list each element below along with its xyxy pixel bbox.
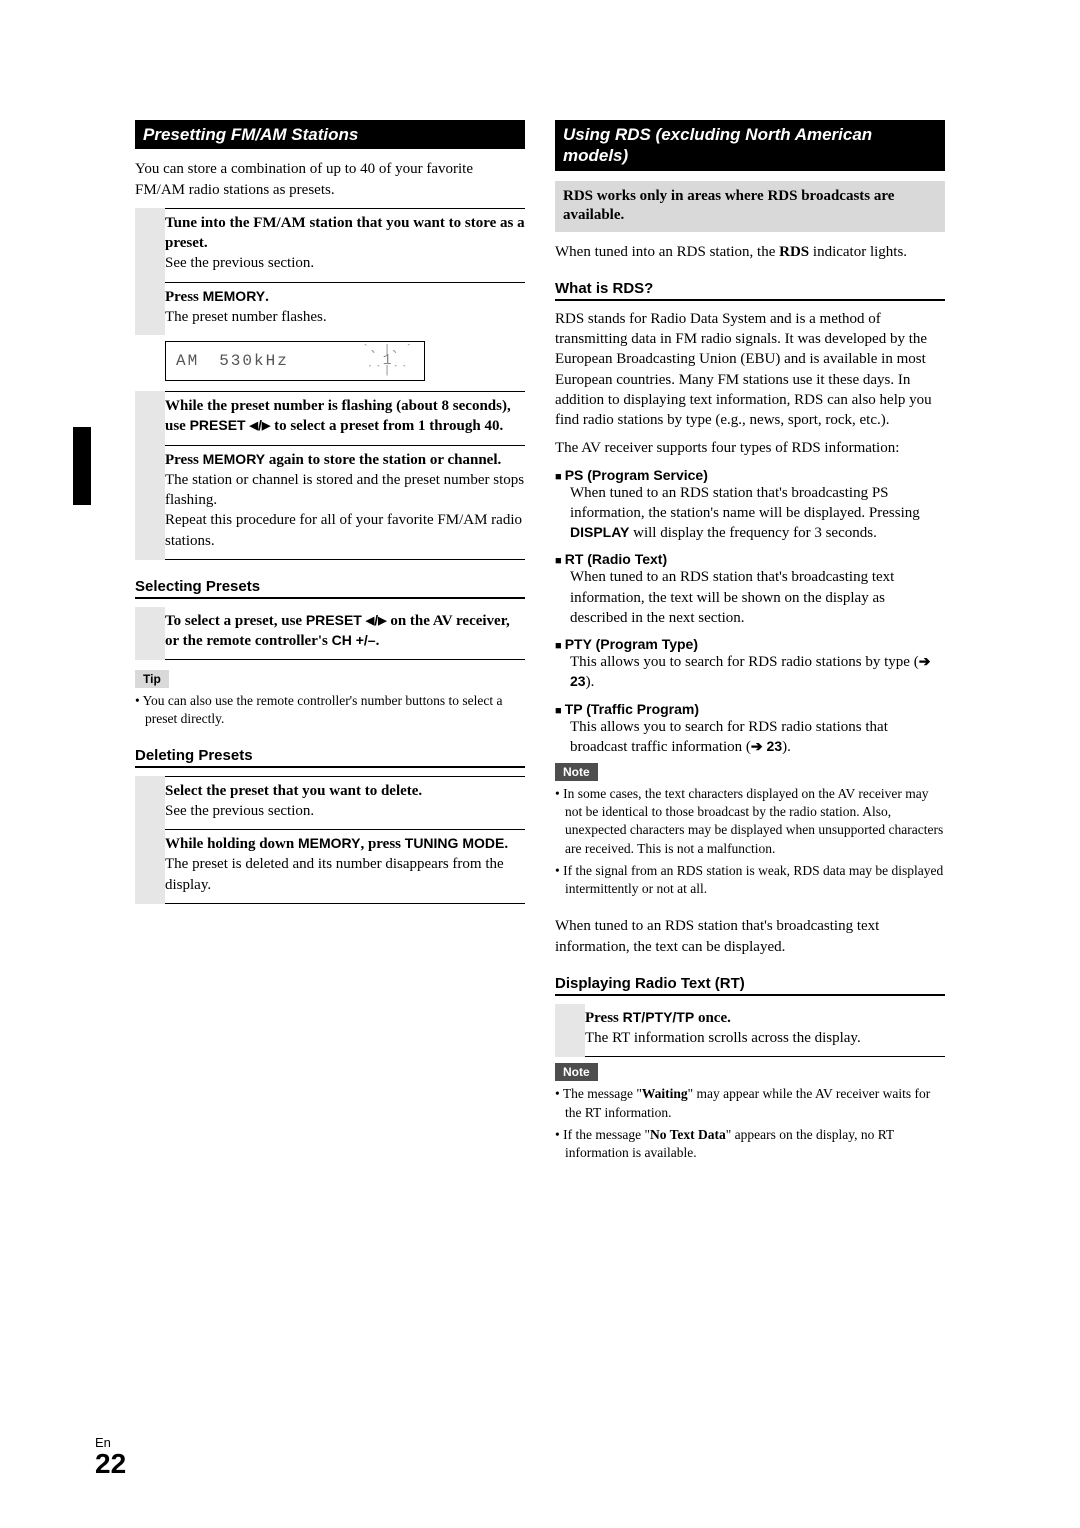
disp-step-bold: Press RT/PTY/TP once. [585, 1008, 945, 1028]
step1-plain: See the previous section. [165, 253, 525, 273]
ps-head: PS (Program Service) [555, 467, 945, 483]
subhead-deleting: Deleting Presets [135, 747, 525, 768]
right-column: Using RDS (excluding North American mode… [555, 120, 945, 1166]
disp-note2: If the message "No Text Data" appears on… [555, 1126, 945, 1162]
arrow-icon: ➔ [919, 653, 931, 669]
del2-bold: While holding down MEMORY, press TUNING … [165, 834, 525, 854]
step2-plain: The preset number flashes. [165, 307, 525, 327]
delete-steps: Select the preset that you want to delet… [135, 776, 525, 904]
subhead-what-is-rds: What is RDS? [555, 280, 945, 301]
pty-body: This allows you to search for RDS radio … [570, 652, 945, 693]
preset-steps-2: While the preset number is flashing (abo… [135, 391, 525, 560]
rds-availability-note: RDS works only in areas where RDS broadc… [555, 181, 945, 232]
step-gutter-5 [555, 1004, 585, 1058]
step4-bold: Press MEMORY again to store the station … [165, 450, 525, 470]
note-badge-1: Note [555, 763, 598, 781]
step-gutter-4 [135, 776, 165, 904]
page-footer: En 22 [95, 1435, 126, 1478]
step2-bold: Press MEMORY. [165, 287, 525, 307]
side-tab [73, 427, 91, 505]
footer-page-number: 22 [95, 1450, 126, 1478]
step-gutter-3 [135, 607, 165, 661]
heading-presetting: Presetting FM/AM Stations [135, 120, 525, 149]
subhead-displaying-rt: Displaying Radio Text (RT) [555, 975, 945, 996]
tp-item: TP (Traffic Program) This allows you to … [555, 701, 945, 758]
disp-step-plain: The RT information scrolls across the di… [585, 1028, 945, 1048]
note-badge-2: Note [555, 1063, 598, 1081]
lcd-preset-blink: `、|、´ 1 ´`|´` [362, 346, 414, 376]
step-gutter [135, 208, 165, 335]
step4-plain1: The station or channel is stored and the… [165, 470, 525, 511]
lcd-freq: 530kHz [219, 352, 289, 370]
rt-item: RT (Radio Text) When tuned to an RDS sta… [555, 551, 945, 628]
display-rt-step: Press RT/PTY/TP once. The RT information… [585, 1004, 945, 1058]
what-is-rds-para: RDS stands for Radio Data System and is … [555, 309, 945, 431]
step1-bold: Tune into the FM/AM station that you wan… [165, 213, 525, 254]
step-4: Press MEMORY again to store the station … [165, 445, 525, 560]
left-tri-icon: ◀ [366, 615, 374, 627]
support-line: The AV receiver supports four types of R… [555, 438, 945, 458]
display-rt-steps: Press RT/PTY/TP once. The RT information… [555, 1004, 945, 1058]
subhead-selecting: Selecting Presets [135, 578, 525, 599]
pty-item: PTY (Program Type) This allows you to se… [555, 636, 945, 693]
delete-step-2: While holding down MEMORY, press TUNING … [165, 829, 525, 904]
note1-bullet: In some cases, the text characters displ… [555, 785, 945, 858]
pty-head: PTY (Program Type) [555, 636, 945, 652]
step-3: While the preset number is flashing (abo… [165, 391, 525, 445]
step3-text: While the preset number is flashing (abo… [165, 396, 525, 437]
left-tri-icon: ◀ [250, 420, 258, 432]
tp-head: TP (Traffic Program) [555, 701, 945, 717]
tip-badge: Tip [135, 670, 169, 688]
heading-rds: Using RDS (excluding North American mode… [555, 120, 945, 171]
display-intro: When tuned to an RDS station that's broa… [555, 916, 945, 957]
arrow-icon: ➔ [751, 738, 767, 754]
select-step: To select a preset, use PRESET ◀/▶ on th… [165, 607, 525, 661]
rt-head: RT (Radio Text) [555, 551, 945, 567]
ps-body: When tuned to an RDS station that's broa… [570, 483, 945, 544]
del1-bold: Select the preset that you want to delet… [165, 781, 525, 801]
tip-bullet: You can also use the remote controller's… [135, 692, 525, 728]
step4-plain2: Repeat this procedure for all of your fa… [165, 510, 525, 551]
ps-item: PS (Program Service) When tuned to an RD… [555, 467, 945, 544]
step-1: Tune into the FM/AM station that you wan… [165, 208, 525, 282]
select-text: To select a preset, use PRESET ◀/▶ on th… [165, 611, 525, 652]
step-2: Press MEMORY. The preset number flashes. [165, 282, 525, 336]
rt-body: When tuned to an RDS station that's broa… [570, 567, 945, 628]
del2-plain: The preset is deleted and its number dis… [165, 854, 525, 895]
left-column: Presetting FM/AM Stations You can store … [135, 120, 525, 1166]
intro-text: You can store a combination of up to 40 … [135, 159, 525, 200]
page-content: Presetting FM/AM Stations You can store … [0, 0, 1080, 1226]
select-steps: To select a preset, use PRESET ◀/▶ on th… [135, 607, 525, 661]
lcd-display: AM 530kHz `、|、´ 1 ´`|´` [165, 341, 425, 381]
delete-step-1: Select the preset that you want to delet… [165, 776, 525, 830]
rds-indicator-text: When tuned into an RDS station, the RDS … [555, 242, 945, 262]
lcd-band: AM [176, 352, 199, 370]
right-tri-icon: ▶ [378, 615, 386, 627]
note2-bullet: If the signal from an RDS station is wea… [555, 862, 945, 898]
del1-plain: See the previous section. [165, 801, 525, 821]
disp-note1: The message "Waiting" may appear while t… [555, 1085, 945, 1121]
step-gutter-2 [135, 391, 165, 560]
preset-steps: Tune into the FM/AM station that you wan… [135, 208, 525, 335]
tp-body: This allows you to search for RDS radio … [570, 717, 945, 758]
